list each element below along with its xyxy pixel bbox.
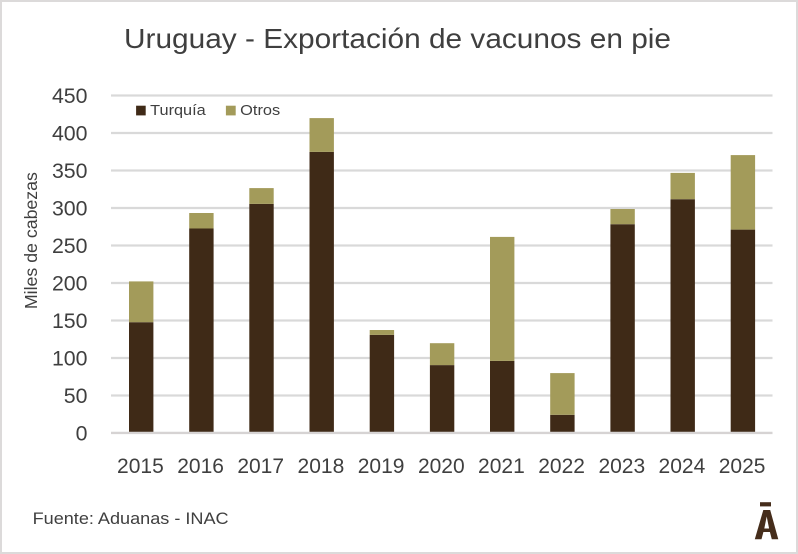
svg-text:2023: 2023 bbox=[598, 455, 645, 478]
svg-text:350: 350 bbox=[52, 159, 88, 183]
svg-text:2022: 2022 bbox=[538, 455, 585, 478]
svg-text:100: 100 bbox=[52, 346, 88, 370]
svg-text:2018: 2018 bbox=[298, 455, 345, 478]
svg-text:Uruguay - Exportación de vacun: Uruguay - Exportación de vacunos en pie bbox=[124, 23, 671, 54]
svg-text:150: 150 bbox=[52, 309, 88, 333]
svg-text:Otros: Otros bbox=[240, 102, 280, 119]
svg-text:250: 250 bbox=[52, 234, 88, 258]
svg-text:2020: 2020 bbox=[418, 455, 465, 478]
svg-text:2025: 2025 bbox=[719, 455, 766, 478]
svg-text:Fuente: Aduanas - INAC: Fuente: Aduanas - INAC bbox=[33, 509, 229, 528]
svg-text:2015: 2015 bbox=[117, 455, 164, 478]
svg-text:0: 0 bbox=[76, 421, 88, 445]
svg-text:2021: 2021 bbox=[478, 455, 525, 478]
svg-text:2024: 2024 bbox=[659, 455, 706, 478]
svg-text:300: 300 bbox=[52, 196, 88, 220]
svg-text:Turquía: Turquía bbox=[150, 102, 206, 119]
svg-text:2019: 2019 bbox=[358, 455, 405, 478]
svg-text:400: 400 bbox=[52, 121, 88, 145]
svg-text:50: 50 bbox=[64, 384, 88, 408]
svg-text:2016: 2016 bbox=[177, 455, 224, 478]
svg-text:450: 450 bbox=[52, 84, 88, 108]
svg-text:200: 200 bbox=[52, 271, 88, 295]
svg-text:2017: 2017 bbox=[237, 455, 284, 478]
svg-text:Miles de cabezas: Miles de cabezas bbox=[21, 172, 41, 309]
